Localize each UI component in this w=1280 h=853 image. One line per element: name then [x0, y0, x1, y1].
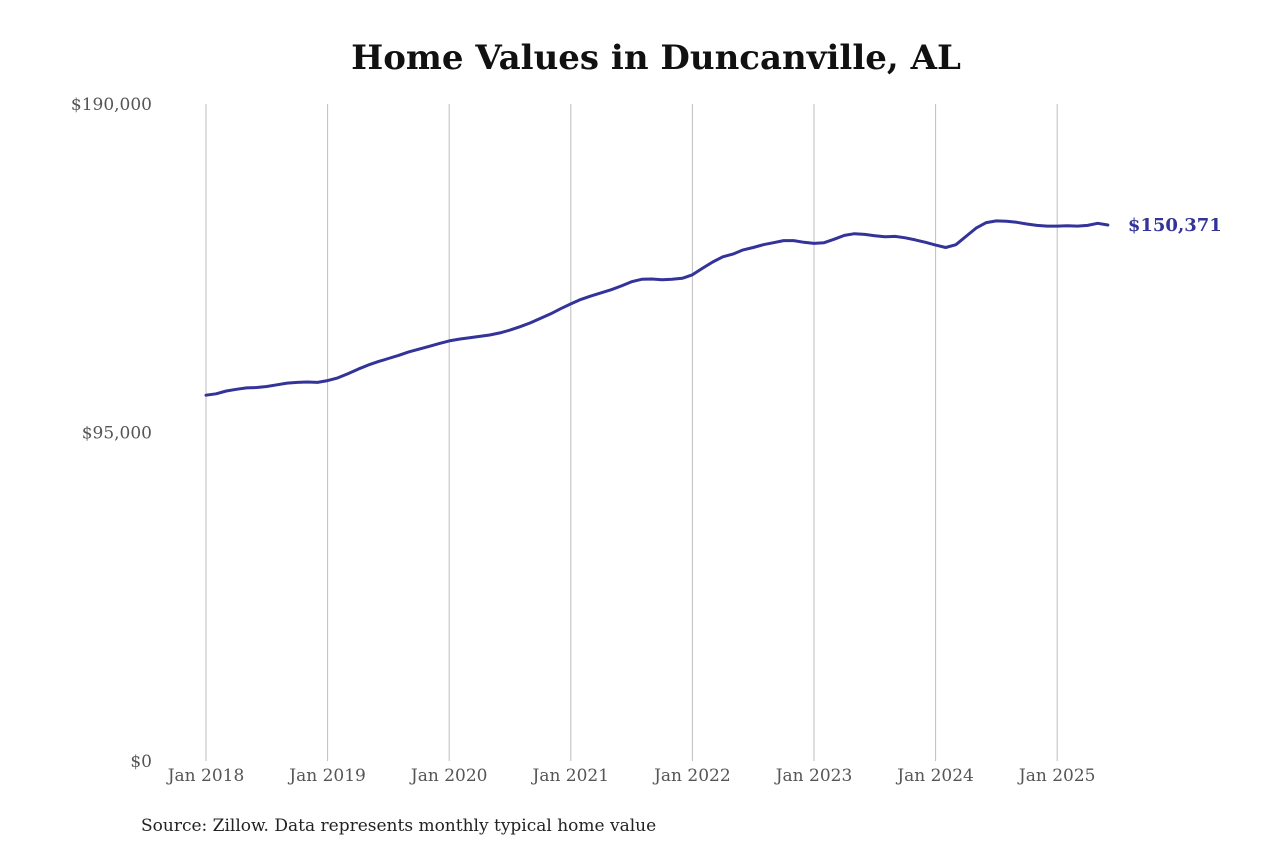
x-axis-ticks: Jan 2018 Jan 2019 Jan 2020 Jan 2021 Jan 2022… — [166, 766, 1096, 786]
x-tick-label-4: Jan 2022 — [652, 766, 731, 786]
x-tick-label-7: Jan 2025 — [1017, 766, 1096, 786]
end-value-label: $150,371 — [1128, 215, 1222, 236]
y-axis-ticks: $0 $95,000 $190,000 — [71, 95, 152, 772]
x-tick-label-6: Jan 2024 — [895, 766, 974, 786]
y-tick-label-2: $190,000 — [71, 95, 152, 115]
x-tick-label-1: Jan 2019 — [287, 766, 366, 786]
x-tick-label-2: Jan 2020 — [409, 766, 488, 786]
series-line-0 — [204, 219, 1110, 397]
annotation-layer: $150,371 — [1128, 215, 1222, 236]
source-note: Source: Zillow. Data represents monthly … — [141, 816, 657, 836]
x-tick-label-5: Jan 2023 — [774, 766, 853, 786]
y-tick-label-0: $0 — [130, 752, 152, 772]
y-tick-label-1: $95,000 — [82, 424, 152, 444]
chart-title: Home Values in Duncanville, AL — [351, 38, 961, 78]
x-tick-label-3: Jan 2021 — [531, 766, 610, 786]
series-layer — [204, 219, 1110, 397]
x-tick-label-0: Jan 2018 — [166, 766, 245, 786]
grid-lines — [205, 104, 1058, 761]
